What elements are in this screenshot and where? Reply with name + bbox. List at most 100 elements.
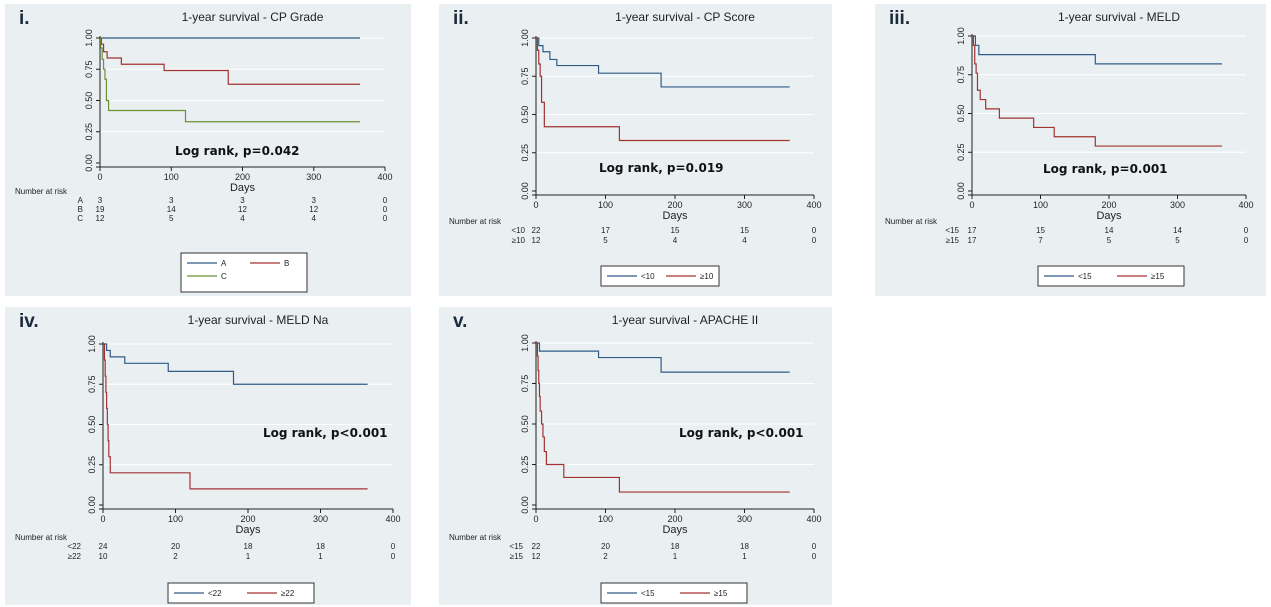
risk-cell: 18 <box>244 542 253 551</box>
risk-row-label: <10 <box>511 226 525 235</box>
risk-cell: 3 <box>98 196 103 205</box>
risk-cell: 24 <box>99 542 108 551</box>
legend-label: ≥15 <box>714 589 728 598</box>
risk-cell: 0 <box>383 214 388 223</box>
risk-row-label: ≥15 <box>946 236 960 245</box>
risk-cell: 0 <box>383 196 388 205</box>
risk-cell: 14 <box>1173 226 1182 235</box>
x-tick-label: 100 <box>1033 200 1048 210</box>
risk-cell: 0 <box>812 542 817 551</box>
x-tick-label: 100 <box>598 514 613 524</box>
legend-label: C <box>221 272 227 281</box>
x-tick-label: 300 <box>737 200 752 210</box>
chart-panel-5: v. 1-year survival - APACHE II 0.00 0.25 0.… <box>439 307 832 605</box>
y-tick-label: 0.00 <box>84 154 94 172</box>
chart-title: 1-year survival - MELD <box>1058 10 1180 24</box>
legend-label: ≥15 <box>1151 272 1165 281</box>
risk-cell: 2 <box>603 552 608 561</box>
chart-panel-3: iii. 1-year survival - MELD 0.00 0.25 0.50 0… <box>875 4 1266 296</box>
y-tick-label: 0.00 <box>520 496 530 514</box>
risk-cell: 18 <box>316 542 325 551</box>
x-tick-label: 400 <box>806 200 821 210</box>
x-tick-label: 0 <box>97 172 102 182</box>
risk-cell: 17 <box>601 226 610 235</box>
y-tick-label: 0.50 <box>87 416 97 434</box>
x-tick-label: 200 <box>240 514 255 524</box>
x-tick-label: 100 <box>598 200 613 210</box>
y-tick-label: 0.75 <box>87 375 97 393</box>
risk-cell: 3 <box>240 196 245 205</box>
risk-row-label: ≥10 <box>512 236 526 245</box>
risk-cell: 15 <box>1036 226 1045 235</box>
risk-cell: 0 <box>383 205 388 214</box>
log-rank-annotation: Log rank, p=0.042 <box>175 144 300 158</box>
legend-label: ≥22 <box>281 589 295 598</box>
risk-row-label: ≥15 <box>510 552 524 561</box>
x-tick-label: 200 <box>235 172 250 182</box>
legend-box <box>1037 265 1185 287</box>
survival-chart-cp-grade: 1-year survival - CP Grade 0.00 0.25 0.50 0.… <box>15 10 393 293</box>
risk-cell: 15 <box>671 226 680 235</box>
x-tick-label: 0 <box>533 200 538 210</box>
risk-row-label: <15 <box>945 226 959 235</box>
legend-box <box>600 582 748 604</box>
x-axis-label: Days <box>662 210 688 222</box>
risk-cell: 5 <box>1107 236 1112 245</box>
panel-label: iii. <box>889 8 911 29</box>
x-tick-label: 0 <box>533 514 538 524</box>
y-tick-label: 0.50 <box>84 92 94 110</box>
y-tick-label: 0.25 <box>520 456 530 474</box>
y-tick-label: 0.25 <box>520 144 530 162</box>
risk-table-title: Number at risk <box>15 533 68 542</box>
y-tick-label: 0.50 <box>520 415 530 433</box>
log-rank-annotation: Log rank, p<0.001 <box>679 426 804 440</box>
series-line-<15 <box>536 342 790 373</box>
x-tick-label: 400 <box>377 172 392 182</box>
panel-label: iv. <box>19 311 39 332</box>
chart-panel-2: ii. 1-year survival - CP Score 0.00 0.25 0.… <box>439 4 832 296</box>
x-tick-label: 300 <box>1170 200 1185 210</box>
risk-cell: 14 <box>1105 226 1114 235</box>
risk-cell: 14 <box>167 205 176 214</box>
x-tick-label: 0 <box>969 200 974 210</box>
risk-row-label: C <box>77 214 83 223</box>
survival-chart-apache-ii: 1-year survival - APACHE II 0.00 0.25 0.50 0… <box>449 313 822 604</box>
chart-title: 1-year survival - MELD Na <box>188 313 329 327</box>
legend-label: <15 <box>641 589 655 598</box>
risk-cell: 10 <box>99 552 108 561</box>
risk-cell: 20 <box>601 542 610 551</box>
risk-cell: 12 <box>532 552 541 561</box>
y-tick-label: 0.00 <box>87 496 97 514</box>
legend-box <box>600 265 720 287</box>
risk-cell: 0 <box>391 542 396 551</box>
series-line-<10 <box>536 37 790 88</box>
risk-row-label: A <box>78 196 84 205</box>
y-tick-label: 0.75 <box>520 375 530 393</box>
y-tick-label: 1.00 <box>520 29 530 47</box>
y-tick-label: 0.25 <box>84 123 94 141</box>
risk-cell: 19 <box>96 205 105 214</box>
risk-cell: 3 <box>169 196 174 205</box>
y-tick-label: 0.75 <box>84 60 94 78</box>
y-tick-label: 1.00 <box>520 334 530 352</box>
risk-cell: 22 <box>532 226 541 235</box>
risk-cell: 1 <box>742 552 747 561</box>
risk-row-label: <15 <box>509 542 523 551</box>
panel-label: i. <box>19 8 30 29</box>
risk-cell: 1 <box>673 552 678 561</box>
series-line-C <box>100 37 361 123</box>
risk-cell: 20 <box>171 542 180 551</box>
risk-table-title: Number at risk <box>885 217 938 226</box>
x-axis-label: Days <box>235 524 261 536</box>
y-tick-label: 0.50 <box>520 106 530 124</box>
y-tick-label: 1.00 <box>84 29 94 47</box>
legend-label: <10 <box>641 272 655 281</box>
x-tick-label: 300 <box>737 514 752 524</box>
risk-cell: 5 <box>1175 236 1180 245</box>
series-line-B <box>100 37 361 85</box>
risk-cell: 12 <box>238 205 247 214</box>
risk-cell: 1 <box>246 552 251 561</box>
risk-cell: 7 <box>1038 236 1043 245</box>
y-tick-label: 0.25 <box>87 456 97 474</box>
log-rank-annotation: Log rank, p<0.001 <box>263 426 388 440</box>
